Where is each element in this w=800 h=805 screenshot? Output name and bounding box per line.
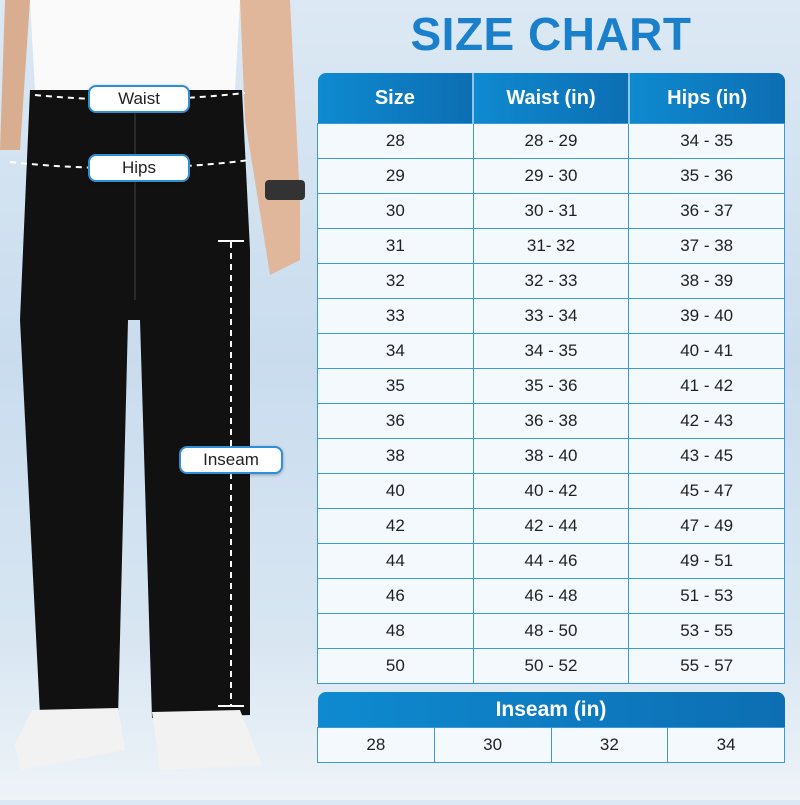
model-figure: Waist Hips Inseam <box>0 0 310 800</box>
table-row: 30 30 - 31 36 - 37 <box>317 193 785 229</box>
page-title: SIZE CHART <box>410 8 692 60</box>
cell-size: 31 <box>317 228 474 264</box>
cell-size: 46 <box>317 578 474 614</box>
cell-size: 40 <box>317 473 474 509</box>
cell-hips: 47 - 49 <box>628 508 785 544</box>
waist-label: Waist <box>88 85 190 113</box>
hips-label: Hips <box>88 154 190 182</box>
cell-size: 50 <box>317 648 474 684</box>
cell-hips: 38 - 39 <box>628 263 785 299</box>
cell-waist: 30 - 31 <box>472 193 630 229</box>
left-arm <box>0 0 30 150</box>
table-header-row: Size Waist (in) Hips (in) <box>317 73 785 124</box>
cell-hips: 42 - 43 <box>628 403 785 439</box>
cell-size: 28 <box>317 123 474 159</box>
cell-hips: 34 - 35 <box>628 123 785 159</box>
cell-hips: 37 - 38 <box>628 228 785 264</box>
cell-waist: 42 - 44 <box>472 508 630 544</box>
hips-line <box>9 159 251 170</box>
table-row: 35 35 - 36 41 - 42 <box>317 368 785 404</box>
watch-icon <box>265 180 305 200</box>
table-row: 34 34 - 35 40 - 41 <box>317 333 785 369</box>
header-size: Size <box>317 73 474 124</box>
table-row: 31 31- 32 37 - 38 <box>317 228 785 264</box>
table-row: 44 44 - 46 49 - 51 <box>317 543 785 579</box>
cell-waist: 50 - 52 <box>472 648 630 684</box>
cell-waist: 38 - 40 <box>472 438 630 474</box>
header-hips: Hips (in) <box>627 73 785 124</box>
cell-size: 35 <box>317 368 474 404</box>
size-table: Size Waist (in) Hips (in) 28 28 - 29 34 - … <box>317 73 785 684</box>
cell-size: 38 <box>317 438 474 474</box>
cell-waist: 36 - 38 <box>472 403 630 439</box>
inseam-value: 34 <box>667 727 785 763</box>
cell-waist: 28 - 29 <box>472 123 630 159</box>
cell-waist: 34 - 35 <box>472 333 630 369</box>
pants <box>20 90 250 718</box>
table-row: 40 40 - 42 45 - 47 <box>317 473 785 509</box>
tables-container: Size Waist (in) Hips (in) 28 28 - 29 34 - … <box>317 73 785 763</box>
pants-illustration <box>0 0 305 770</box>
cell-size: 48 <box>317 613 474 649</box>
table-row: 28 28 - 29 34 - 35 <box>317 123 785 159</box>
inseam-value: 30 <box>433 727 552 763</box>
cell-size: 34 <box>317 333 474 369</box>
table-row: 48 48 - 50 53 - 55 <box>317 613 785 649</box>
cell-waist: 44 - 46 <box>472 543 630 579</box>
cell-waist: 35 - 36 <box>472 368 630 404</box>
cell-hips: 40 - 41 <box>628 333 785 369</box>
cell-size: 42 <box>317 508 474 544</box>
cell-size: 30 <box>317 193 474 229</box>
cell-hips: 41 - 42 <box>628 368 785 404</box>
cell-size: 32 <box>317 263 474 299</box>
cell-size: 36 <box>317 403 474 439</box>
cell-waist: 29 - 30 <box>472 158 630 194</box>
inseam-header: Inseam (in) <box>317 692 785 728</box>
cell-size: 29 <box>317 158 474 194</box>
right-shoe <box>152 710 262 770</box>
table-row: 50 50 - 52 55 - 57 <box>317 648 785 684</box>
cell-waist: 40 - 42 <box>472 473 630 509</box>
right-arm <box>240 0 300 275</box>
cell-hips: 55 - 57 <box>628 648 785 684</box>
cell-hips: 51 - 53 <box>628 578 785 614</box>
cell-waist: 46 - 48 <box>472 578 630 614</box>
cell-hips: 49 - 51 <box>628 543 785 579</box>
cell-hips: 39 - 40 <box>628 298 785 334</box>
inseam-value: 32 <box>550 727 669 763</box>
cell-hips: 36 - 37 <box>628 193 785 229</box>
cell-waist: 32 - 33 <box>472 263 630 299</box>
table-row: 42 42 - 44 47 - 49 <box>317 508 785 544</box>
inseam-value: 28 <box>317 727 435 763</box>
shirt <box>30 0 240 90</box>
table-row: 36 36 - 38 42 - 43 <box>317 403 785 439</box>
left-shoe <box>15 708 125 770</box>
table-row: 33 33 - 34 39 - 40 <box>317 298 785 334</box>
table-row: 46 46 - 48 51 - 53 <box>317 578 785 614</box>
inseam-row: 28 30 32 34 <box>317 727 785 763</box>
table-row: 38 38 - 40 43 - 45 <box>317 438 785 474</box>
cell-hips: 43 - 45 <box>628 438 785 474</box>
cell-waist: 33 - 34 <box>472 298 630 334</box>
table-row: 32 32 - 33 38 - 39 <box>317 263 785 299</box>
cell-size: 44 <box>317 543 474 579</box>
cell-hips: 45 - 47 <box>628 473 785 509</box>
cell-waist: 31- 32 <box>472 228 630 264</box>
cell-size: 33 <box>317 298 474 334</box>
header-waist: Waist (in) <box>472 73 629 124</box>
inseam-table: Inseam (in) 28 30 32 34 <box>317 692 785 763</box>
cell-hips: 35 - 36 <box>628 158 785 194</box>
table-row: 29 29 - 30 35 - 36 <box>317 158 785 194</box>
cell-waist: 48 - 50 <box>472 613 630 649</box>
inseam-label: Inseam <box>179 446 283 474</box>
cell-hips: 53 - 55 <box>628 613 785 649</box>
